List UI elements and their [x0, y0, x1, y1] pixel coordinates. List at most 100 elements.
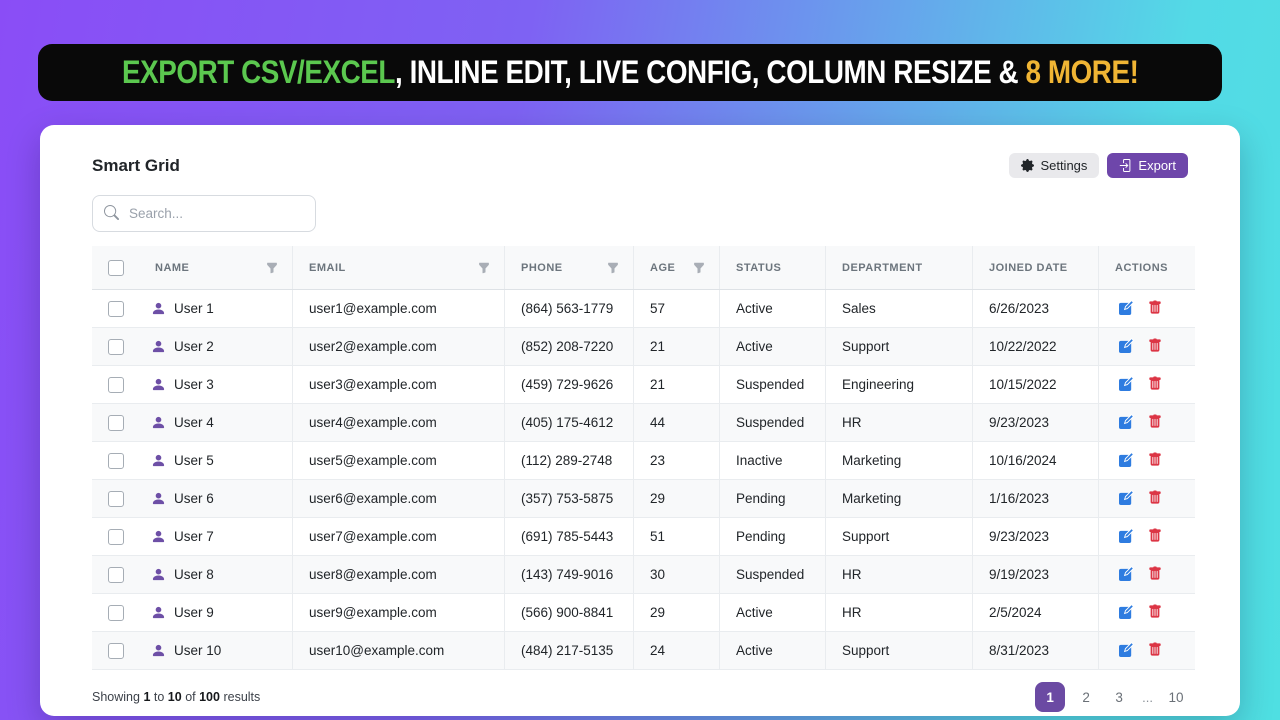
- delete-button[interactable]: [1148, 604, 1162, 622]
- actions-cell: [1098, 479, 1195, 518]
- phone-value: (691) 785-5443: [521, 529, 614, 544]
- search-input[interactable]: [92, 195, 316, 232]
- status-cell: Suspended: [719, 403, 826, 442]
- filter-icon[interactable]: [478, 262, 490, 274]
- column-label: EMAIL: [309, 261, 346, 274]
- filter-icon[interactable]: [266, 262, 278, 274]
- search-box: [92, 195, 316, 232]
- edit-button[interactable]: [1119, 337, 1135, 356]
- name-cell: User 9: [139, 593, 293, 632]
- department-value: Sales: [842, 301, 876, 316]
- edit-button[interactable]: [1119, 413, 1135, 432]
- joined-date-cell: 9/23/2023: [972, 517, 1099, 556]
- settings-label: Settings: [1040, 158, 1088, 173]
- row-select-cell: [92, 327, 139, 366]
- row-checkbox[interactable]: [107, 642, 124, 659]
- column-header-status[interactable]: STATUS: [719, 246, 826, 290]
- edit-button[interactable]: [1119, 451, 1135, 470]
- delete-button[interactable]: [1148, 490, 1162, 508]
- department-value: Marketing: [842, 491, 902, 506]
- actions-cell: [1098, 403, 1195, 442]
- user-name: User 5: [174, 453, 214, 468]
- row-checkbox[interactable]: [107, 604, 124, 621]
- trash-icon: [1148, 338, 1162, 356]
- pagination-page-1[interactable]: 1: [1035, 682, 1066, 712]
- age-cell: 24: [633, 631, 720, 670]
- status-cell: Inactive: [719, 441, 826, 480]
- column-header-phone[interactable]: PHONE: [504, 246, 634, 290]
- filter-icon[interactable]: [607, 262, 619, 274]
- age-cell: 30: [633, 555, 720, 594]
- delete-button[interactable]: [1148, 642, 1162, 660]
- edit-button[interactable]: [1119, 489, 1135, 508]
- age-cell: 44: [633, 403, 720, 442]
- department-cell: HR: [825, 555, 973, 594]
- edit-button[interactable]: [1119, 375, 1135, 394]
- row-checkbox[interactable]: [107, 338, 124, 355]
- column-header-email[interactable]: EMAIL: [292, 246, 505, 290]
- name-cell: User 1: [139, 289, 293, 328]
- row-checkbox[interactable]: [107, 490, 124, 507]
- header-actions: Settings Export: [1009, 153, 1188, 178]
- pagination-page-10[interactable]: 10: [1164, 682, 1188, 712]
- row-select-cell: [92, 441, 139, 480]
- column-header-name[interactable]: NAME: [139, 246, 293, 290]
- column-header-actions[interactable]: ACTIONS: [1098, 246, 1195, 290]
- gear-icon: [1021, 159, 1035, 172]
- grid-header: NAME EMAIL PHONE AGE STATUS DEPARTMENT JOINED …: [92, 246, 1195, 290]
- email-value: user1@example.com: [309, 301, 437, 316]
- delete-button[interactable]: [1148, 414, 1162, 432]
- edit-icon: [1119, 565, 1135, 584]
- user-icon: [151, 605, 166, 620]
- row-checkbox[interactable]: [107, 300, 124, 317]
- row-checkbox[interactable]: [107, 566, 124, 583]
- joined-date-cell: 10/22/2022: [972, 327, 1099, 366]
- edit-button[interactable]: [1119, 641, 1135, 660]
- email-cell: user8@example.com: [292, 555, 505, 594]
- phone-cell: (691) 785-5443: [504, 517, 634, 556]
- user-name: User 7: [174, 529, 214, 544]
- pagination-page-3[interactable]: 3: [1107, 682, 1131, 712]
- table-row: User 9 user9@example.com (566) 900-8841 29 A…: [92, 593, 1195, 632]
- row-checkbox[interactable]: [107, 376, 124, 393]
- edit-button[interactable]: [1119, 527, 1135, 546]
- row-select-cell: [92, 517, 139, 556]
- row-checkbox[interactable]: [107, 528, 124, 545]
- delete-button[interactable]: [1148, 452, 1162, 470]
- delete-button[interactable]: [1148, 528, 1162, 546]
- row-checkbox[interactable]: [107, 414, 124, 431]
- user-icon: [151, 491, 166, 506]
- edit-button[interactable]: [1119, 565, 1135, 584]
- column-label: JOINED DATE: [989, 261, 1068, 274]
- pagination-page-2[interactable]: 2: [1074, 682, 1098, 712]
- column-header-department[interactable]: DEPARTMENT: [825, 246, 973, 290]
- delete-button[interactable]: [1148, 376, 1162, 394]
- column-header-age[interactable]: AGE: [633, 246, 720, 290]
- name-cell: User 10: [139, 631, 293, 670]
- name-cell: User 8: [139, 555, 293, 594]
- actions-cell: [1098, 365, 1195, 404]
- edit-button[interactable]: [1119, 299, 1135, 318]
- delete-button[interactable]: [1148, 300, 1162, 318]
- row-select-cell: [92, 289, 139, 328]
- delete-button[interactable]: [1148, 566, 1162, 584]
- department-value: HR: [842, 605, 862, 620]
- edit-icon: [1119, 641, 1135, 660]
- export-button[interactable]: Export: [1107, 153, 1188, 178]
- phone-cell: (112) 289-2748: [504, 441, 634, 480]
- email-cell: user5@example.com: [292, 441, 505, 480]
- row-checkbox[interactable]: [107, 452, 124, 469]
- filter-icon[interactable]: [693, 262, 705, 274]
- age-cell: 29: [633, 479, 720, 518]
- settings-button[interactable]: Settings: [1009, 153, 1100, 178]
- edit-button[interactable]: [1119, 603, 1135, 622]
- select-all-checkbox[interactable]: [107, 259, 124, 276]
- phone-value: (852) 208-7220: [521, 339, 614, 354]
- phone-cell: (357) 753-5875: [504, 479, 634, 518]
- delete-button[interactable]: [1148, 338, 1162, 356]
- age-cell: 57: [633, 289, 720, 328]
- results-prefix: Showing: [92, 690, 140, 704]
- column-header-joined[interactable]: JOINED DATE: [972, 246, 1099, 290]
- results-to-word: to: [153, 690, 165, 704]
- pagination: 1 2 3... 10: [1035, 682, 1188, 712]
